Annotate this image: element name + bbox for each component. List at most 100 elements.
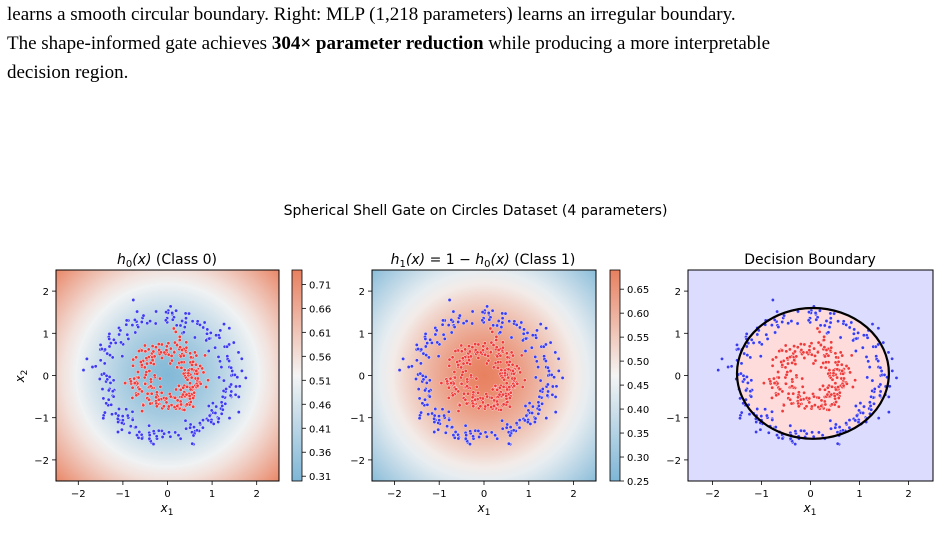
class0-point	[873, 344, 878, 349]
class0-point	[744, 344, 749, 349]
class0-point	[507, 319, 512, 324]
class1-point	[156, 397, 161, 402]
x-tick-label: 2	[905, 489, 911, 500]
x-tick-label: 2	[570, 489, 576, 500]
class0-point	[232, 372, 237, 377]
class0-point	[220, 407, 225, 412]
class1-point	[462, 391, 466, 396]
class1-point	[845, 381, 849, 386]
class0-point	[536, 411, 541, 416]
class0-point	[102, 361, 107, 366]
class1-point	[794, 373, 799, 378]
class1-point	[792, 344, 796, 348]
class0-point	[98, 342, 103, 347]
class0-point	[764, 332, 769, 337]
class0-point	[858, 401, 863, 405]
class1-point	[446, 395, 451, 400]
class1-point	[164, 396, 169, 401]
class0-point	[447, 417, 451, 422]
axes-h0: −2 −1 0 1 2 −2 −1 0 1 2	[34, 287, 260, 500]
x-tick-label: −1	[432, 489, 447, 500]
class0-point	[544, 342, 548, 347]
class1-point	[172, 340, 177, 345]
class0-point	[397, 368, 402, 372]
colorbar-tick-label: 0.56	[309, 352, 331, 363]
class0-point	[869, 394, 873, 399]
class0-point	[468, 429, 473, 434]
class1-point	[481, 344, 486, 349]
class0-point	[505, 422, 510, 427]
class1-point	[839, 362, 844, 367]
class1-point	[515, 364, 519, 368]
class1-point	[835, 367, 840, 372]
class0-point	[147, 436, 152, 441]
x-tick-label: 1	[209, 489, 215, 500]
class0-point	[425, 341, 430, 345]
class1-point	[178, 354, 183, 359]
class1-point	[495, 402, 500, 407]
class0-point	[111, 378, 116, 383]
class1-point	[154, 404, 159, 409]
class1-point	[505, 355, 510, 360]
colorbar-tick-label: 0.25	[627, 477, 649, 488]
class0-point	[744, 331, 749, 336]
class0-point	[854, 336, 859, 341]
class0-point	[124, 407, 129, 412]
class1-point	[465, 360, 470, 365]
class1-point	[793, 362, 798, 366]
class0-point	[209, 420, 214, 424]
class1-point	[485, 346, 490, 351]
class0-point	[813, 310, 818, 315]
class1-point	[198, 381, 203, 386]
class0-point	[419, 347, 424, 352]
class1-point	[813, 403, 817, 407]
class1-point	[809, 341, 814, 346]
class1-point	[800, 384, 805, 389]
class1-point	[501, 402, 506, 407]
class1-point	[474, 376, 479, 381]
class1-point	[145, 361, 149, 366]
class0-point	[879, 369, 884, 373]
scatter-points-h0	[81, 298, 248, 447]
class0-point	[849, 320, 854, 325]
class1-point	[473, 397, 478, 402]
class0-point	[428, 337, 433, 342]
class1-point	[517, 366, 521, 371]
class1-point	[439, 381, 444, 385]
class0-point	[160, 435, 165, 439]
class1-point	[495, 354, 500, 359]
caption-line-2: The shape-informed gate achieves 304× pa…	[7, 33, 771, 54]
class1-point	[819, 398, 824, 403]
class1-point	[164, 348, 169, 353]
class0-point	[473, 428, 478, 433]
class0-point	[243, 375, 248, 380]
class1-point	[851, 385, 855, 389]
class0-point	[735, 342, 739, 347]
class1-point	[776, 370, 780, 374]
class0-point	[130, 417, 135, 422]
x-tick-label: 0	[807, 489, 813, 500]
class0-point	[423, 336, 428, 341]
class0-point	[878, 365, 883, 370]
class0-point	[225, 344, 229, 349]
class0-point	[151, 429, 156, 434]
class0-point	[525, 330, 530, 335]
class0-point	[435, 340, 440, 345]
class0-point	[100, 387, 105, 391]
class0-point	[124, 322, 129, 327]
class0-point	[418, 361, 423, 366]
class1-point	[150, 344, 155, 348]
class0-point	[847, 325, 852, 330]
class1-point	[166, 341, 171, 346]
class0-point	[93, 364, 98, 369]
class0-point	[201, 325, 206, 330]
class0-point	[219, 365, 224, 369]
class1-point	[496, 348, 501, 352]
class0-point	[500, 320, 505, 325]
class0-point	[426, 412, 431, 417]
class1-point	[460, 372, 465, 377]
class0-point	[233, 392, 238, 397]
class0-point	[116, 430, 120, 434]
class0-point	[828, 311, 833, 316]
class1-point	[768, 379, 773, 384]
